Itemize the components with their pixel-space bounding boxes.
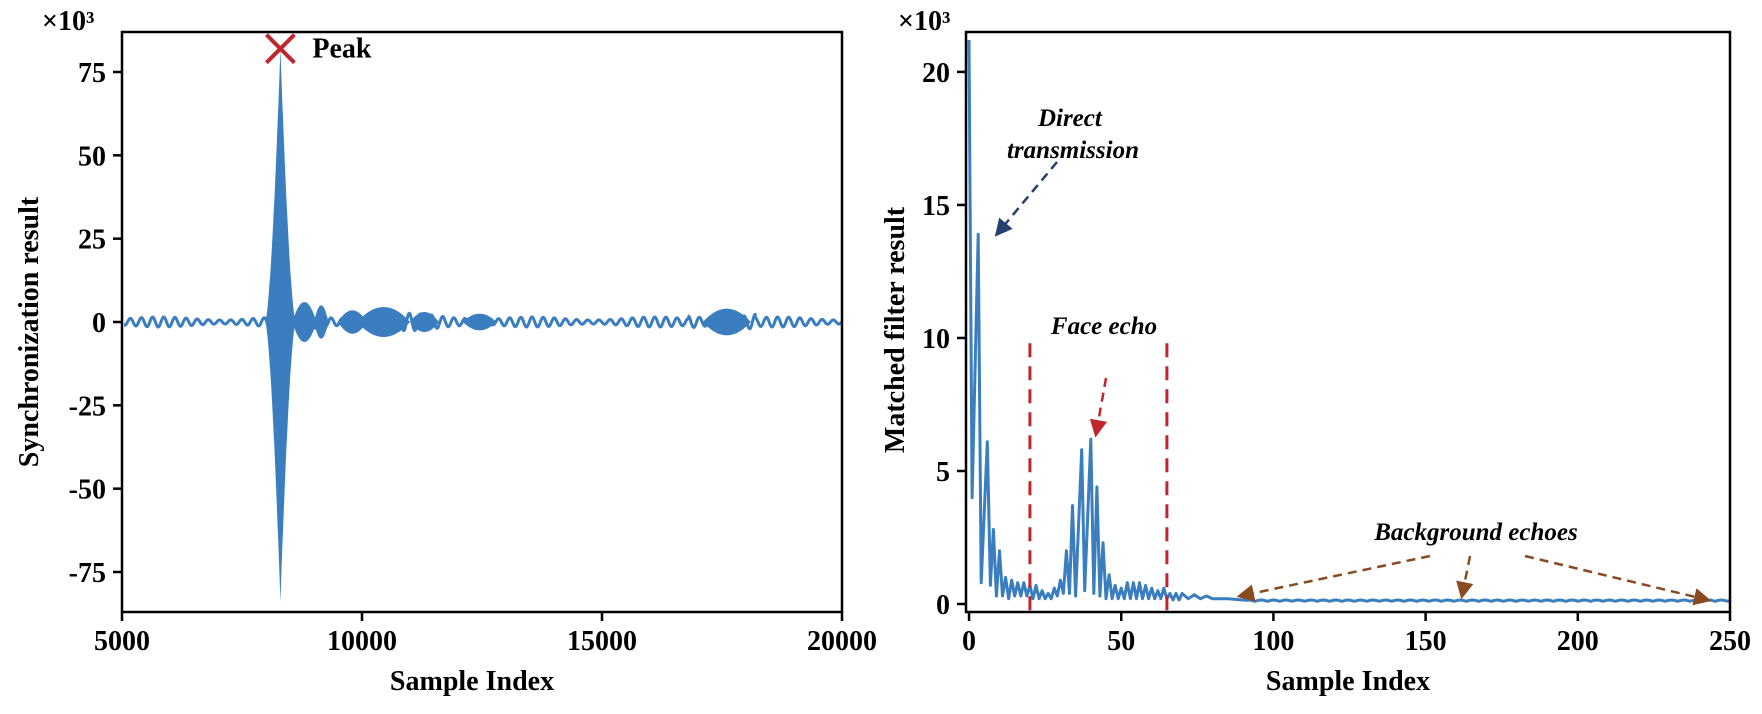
x-tick-label: 150 bbox=[1405, 626, 1447, 657]
x-tick-label: 100 bbox=[1252, 626, 1294, 657]
mf-multiplier-label: ×10³ bbox=[898, 6, 950, 37]
sync-y-axis-label: Synchronization result bbox=[14, 196, 45, 467]
mf-x-axis-label: Sample Index bbox=[1266, 666, 1430, 697]
y-tick-label: -25 bbox=[69, 391, 106, 422]
sync-chart: 5000 10000 15000 20000 75 50 25 0 -25 -50 -75 ×10… bbox=[14, 6, 877, 697]
x-tick-label: 0 bbox=[962, 626, 976, 657]
background-echo-arrow-right bbox=[1524, 554, 1712, 606]
y-tick-label: 0 bbox=[92, 308, 106, 339]
direct-transmission-arrow bbox=[994, 161, 1058, 237]
x-tick-label: 250 bbox=[1709, 626, 1751, 657]
matched-filter-line bbox=[967, 39, 1730, 603]
y-tick-label: 20 bbox=[922, 58, 950, 89]
sync-x-axis-label: Sample Index bbox=[390, 666, 554, 697]
x-tick-label: 20000 bbox=[807, 626, 877, 657]
y-tick-label: 10 bbox=[922, 324, 950, 355]
y-tick-label: -50 bbox=[69, 475, 106, 506]
sync-x-axis: 5000 10000 15000 20000 bbox=[94, 612, 877, 657]
background-echoes-annotation: Background echoes bbox=[1373, 519, 1577, 546]
y-tick-label: 50 bbox=[78, 141, 106, 172]
y-tick-label: 75 bbox=[78, 58, 106, 89]
x-tick-label: 200 bbox=[1557, 626, 1599, 657]
mf-y-axis-label: Matched filter result bbox=[880, 206, 911, 453]
x-tick-label: 5000 bbox=[94, 626, 150, 657]
mf-plot-frame bbox=[964, 30, 1732, 614]
direct-transmission-annotation: Direct transmission bbox=[1007, 105, 1139, 164]
y-tick-label: 15 bbox=[922, 191, 950, 222]
y-tick-label: -75 bbox=[69, 558, 106, 589]
sync-y-axis: 75 50 25 0 -25 -50 -75 bbox=[69, 58, 122, 589]
mf-y-axis: 20 15 10 5 0 bbox=[922, 58, 966, 621]
sync-signal-envelope bbox=[265, 48, 751, 602]
sync-multiplier-label: ×10³ bbox=[42, 6, 94, 37]
background-echo-arrow-left bbox=[1236, 554, 1431, 602]
peak-marker bbox=[264, 33, 296, 65]
face-echo-annotation: Face echo bbox=[1050, 313, 1157, 340]
y-tick-label: 25 bbox=[78, 225, 106, 256]
y-tick-label: 0 bbox=[936, 590, 950, 621]
face-echo-arrow bbox=[1089, 377, 1108, 438]
peak-label: Peak bbox=[312, 34, 372, 65]
x-tick-label: 10000 bbox=[327, 626, 397, 657]
y-tick-label: 5 bbox=[936, 457, 950, 488]
background-echo-arrow-center bbox=[1456, 555, 1474, 600]
x-tick-label: 15000 bbox=[567, 626, 637, 657]
mf-x-axis: 0 50 100 150 200 250 bbox=[962, 612, 1751, 657]
x-tick-label: 50 bbox=[1107, 626, 1135, 657]
